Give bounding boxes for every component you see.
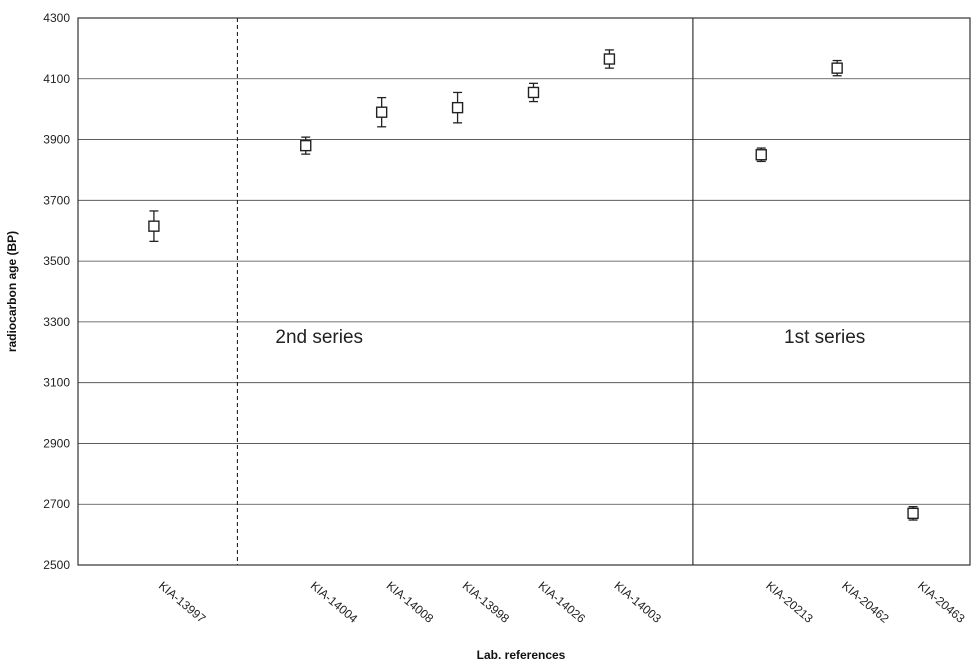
y-tick-label: 2500 <box>43 558 70 572</box>
y-axis-title: radiocarbon age (BP) <box>5 231 19 352</box>
data-point <box>755 147 767 163</box>
data-point <box>148 210 160 243</box>
data-points <box>148 49 919 521</box>
data-point <box>831 59 843 77</box>
y-tick-label: 3300 <box>43 315 70 329</box>
square-marker <box>375 106 388 118</box>
square-marker <box>148 220 160 232</box>
y-tick-label: 2700 <box>43 497 70 511</box>
square-marker <box>527 86 540 99</box>
data-point <box>451 91 464 124</box>
y-tick-label: 3100 <box>43 376 70 390</box>
square-marker <box>831 62 843 74</box>
y-tick-label: 3700 <box>43 193 70 207</box>
data-point <box>527 82 540 103</box>
square-marker <box>451 101 464 114</box>
y-tick-label: 3900 <box>43 133 70 147</box>
y-tick-label: 2900 <box>43 436 70 450</box>
y-axis-ticks: 2500 2700 2900 3100 3300 3500 3700 3900 4100 4300 <box>43 11 70 572</box>
square-marker <box>300 139 312 152</box>
square-marker <box>907 507 919 520</box>
series-annotation: 2nd series <box>275 327 363 348</box>
data-point <box>603 49 616 69</box>
series-dividers <box>236 18 694 565</box>
y-tick-label: 4300 <box>43 11 70 25</box>
square-marker <box>755 149 767 161</box>
data-point <box>907 506 919 521</box>
plot-frame <box>77 17 971 566</box>
data-point <box>375 96 388 128</box>
square-marker <box>603 53 616 65</box>
data-point <box>300 136 312 155</box>
x-axis-title: Lab. references <box>477 648 566 662</box>
series-annotations: 2nd series 1st series <box>275 327 865 348</box>
series-annotation: 1st series <box>784 327 865 348</box>
y-tick-label: 4100 <box>43 72 70 86</box>
y-tick-label: 3500 <box>43 254 70 268</box>
